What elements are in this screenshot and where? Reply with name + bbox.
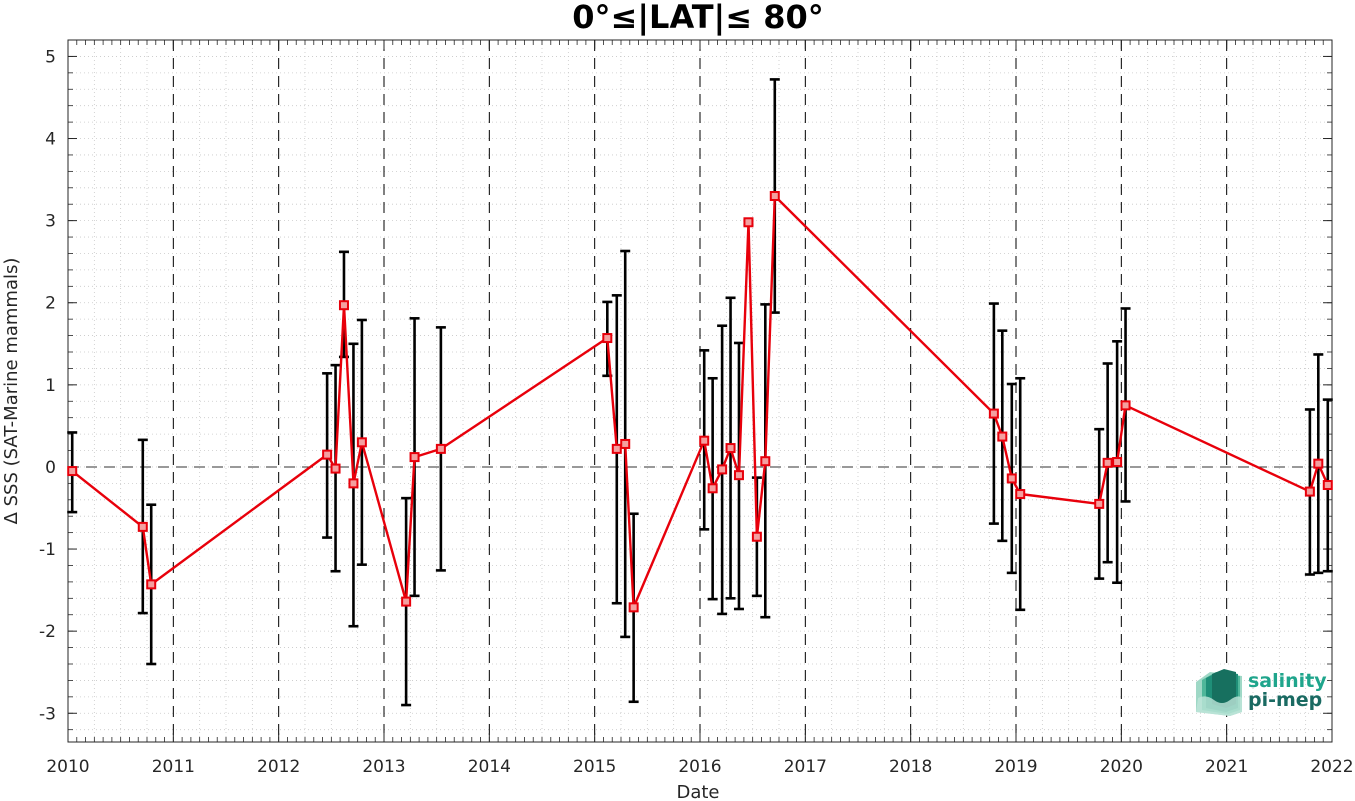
data-point-marker bbox=[146, 579, 157, 590]
tick-labels: 2010 2011 2012 2013 2014 2015 2016 2017 2018 2019… bbox=[39, 47, 1354, 777]
salinity-pi-mep-logo: salinity pi-mep bbox=[1196, 669, 1327, 716]
data-point-marker bbox=[322, 449, 333, 460]
y-tick-label: -2 bbox=[39, 622, 56, 642]
data-point-marker bbox=[67, 466, 78, 477]
data-point-marker bbox=[1112, 457, 1123, 468]
data-point-marker bbox=[751, 531, 762, 542]
y-axis-label: Δ SSS (SAT-Marine mammals) bbox=[1, 258, 22, 525]
data-point-marker bbox=[707, 483, 718, 494]
chart-title: 0°≤|LAT|≤ 80° bbox=[572, 0, 823, 37]
data-point-marker bbox=[717, 464, 728, 475]
data-point-marker bbox=[1120, 400, 1131, 411]
data-point-marker bbox=[1015, 489, 1026, 500]
data-point-marker bbox=[769, 191, 780, 201]
x-tick-label: 2017 bbox=[784, 757, 827, 777]
x-tick-label: 2013 bbox=[362, 757, 405, 777]
y-tick-label: -3 bbox=[39, 704, 56, 724]
data-point-marker bbox=[997, 431, 1008, 442]
logo-text-pimep: pi-mep bbox=[1248, 689, 1322, 711]
data-point-marker bbox=[1006, 473, 1017, 484]
y-tick-label: 2 bbox=[45, 294, 56, 314]
y-tick-label: 3 bbox=[45, 212, 56, 232]
y-tick-label: 0 bbox=[45, 458, 56, 478]
x-tick-label: 2021 bbox=[1205, 757, 1248, 777]
data-point-marker bbox=[1304, 486, 1315, 497]
data-point-marker bbox=[348, 478, 359, 489]
x-tick-label: 2018 bbox=[889, 757, 932, 777]
x-tick-label: 2016 bbox=[678, 757, 721, 777]
data-point-marker bbox=[435, 443, 446, 454]
y-tick-label: 5 bbox=[45, 47, 56, 67]
wave-cube-icon bbox=[1196, 669, 1242, 716]
data-layer bbox=[67, 78, 1333, 707]
data-point-marker bbox=[1322, 480, 1333, 491]
x-tick-label: 2010 bbox=[46, 757, 89, 777]
x-tick-label: 2011 bbox=[152, 757, 195, 777]
y-tick-label: 4 bbox=[45, 130, 56, 150]
data-point-marker bbox=[1102, 457, 1113, 468]
data-point-marker bbox=[743, 217, 754, 228]
x-tick-label: 2020 bbox=[1100, 757, 1143, 777]
x-tick-label: 2012 bbox=[257, 757, 300, 777]
grid-layer bbox=[68, 40, 1332, 742]
data-point-marker bbox=[409, 452, 420, 463]
data-point-marker bbox=[988, 408, 999, 419]
data-point-marker bbox=[602, 333, 613, 344]
x-tick-label: 2014 bbox=[468, 757, 511, 777]
data-point-marker bbox=[356, 437, 367, 448]
x-tick-label: 2022 bbox=[1310, 757, 1353, 777]
data-point-marker bbox=[338, 300, 349, 311]
y-tick-label: -1 bbox=[39, 540, 56, 560]
data-point-marker bbox=[725, 443, 736, 454]
data-point-marker bbox=[733, 470, 744, 481]
logo-text-salinity: salinity bbox=[1248, 670, 1327, 692]
data-point-marker bbox=[760, 456, 771, 467]
data-point-marker bbox=[628, 602, 639, 613]
x-tick-label: 2015 bbox=[573, 757, 616, 777]
data-point-marker bbox=[611, 443, 622, 454]
data-point-marker bbox=[1313, 458, 1324, 469]
data-point-marker bbox=[620, 438, 631, 449]
y-tick-label: 1 bbox=[45, 376, 56, 396]
data-point-marker bbox=[1094, 498, 1105, 509]
data-point-marker bbox=[330, 463, 341, 474]
x-axis-label: Date bbox=[676, 782, 719, 801]
data-point-marker bbox=[137, 521, 148, 532]
x-tick-label: 2019 bbox=[994, 757, 1037, 777]
data-point-marker bbox=[699, 435, 710, 446]
data-point-marker bbox=[401, 596, 412, 607]
